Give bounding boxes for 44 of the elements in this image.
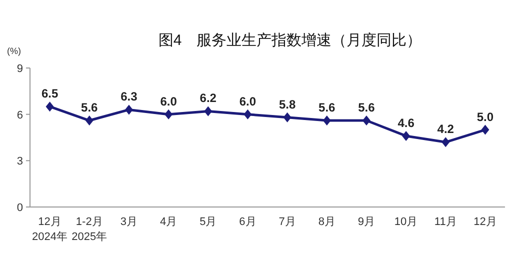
data-label: 5.0 (476, 110, 494, 124)
data-label: 6.2 (200, 91, 217, 106)
point (322, 116, 331, 126)
text: 2024年 (32, 231, 68, 243)
x-tick-label: 3月 (120, 216, 138, 228)
y-tick-label: 9 (16, 63, 23, 75)
data-label: 5.6 (318, 100, 336, 115)
point (283, 112, 292, 122)
data-label: 6.5 (41, 86, 58, 101)
x-tick-label: 1-2月 (76, 216, 103, 228)
x-tick-label: 6月 (239, 216, 256, 228)
y-tick-label: 3 (16, 156, 23, 168)
data-label: 4.2 (437, 122, 454, 136)
point (442, 137, 450, 148)
point (46, 102, 54, 112)
point (164, 109, 173, 120)
data-label: 6.0 (160, 94, 178, 108)
point (481, 124, 490, 135)
x-tick-label: 10月 (394, 216, 418, 228)
data-label: 5.8 (278, 97, 296, 112)
data-label: 6.3 (120, 90, 138, 104)
data-label: 6.0 (239, 94, 256, 108)
chart-title: 图4 服务业生产指数增速（月度同比） (158, 32, 422, 49)
x-tick-label: 12月 (38, 216, 62, 228)
x-tick-label: 7月 (278, 216, 296, 228)
point (85, 116, 94, 126)
point (124, 104, 133, 115)
point (362, 116, 370, 126)
data-label: 4.6 (398, 116, 415, 130)
point (402, 130, 410, 141)
x-tick-label: 4月 (160, 216, 178, 228)
data-label: 5.6 (358, 100, 376, 115)
x-tick-label: 11月 (434, 216, 457, 228)
x-tick-label: 12月 (474, 216, 497, 228)
x-tick-label: 9月 (358, 216, 376, 228)
x-tick-label: 5月 (200, 216, 217, 228)
x-tick-label: 8月 (318, 216, 336, 228)
point (204, 106, 212, 116)
text: 2025年 (72, 231, 108, 243)
point (244, 109, 252, 120)
y-axis-title: (%) (7, 46, 21, 56)
y-tick-label: 6 (16, 109, 23, 122)
data-label: 5.6 (81, 100, 98, 115)
y-tick-label: 0 (16, 202, 23, 214)
